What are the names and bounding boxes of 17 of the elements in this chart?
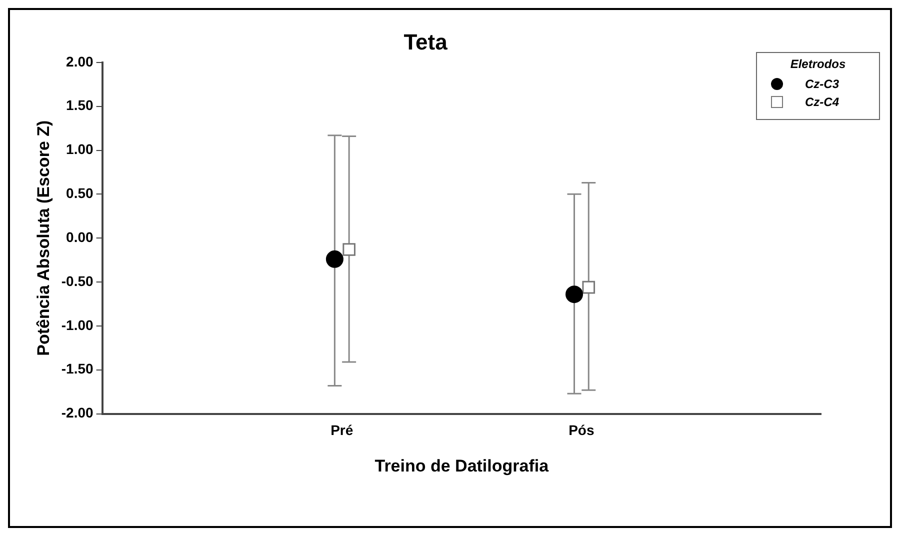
y-tick-label: 2.00 (66, 53, 94, 70)
y-tick-label: -2.00 (61, 404, 94, 421)
y-tick-label: 1.00 (66, 141, 94, 158)
x-tick-label: Pós (568, 422, 594, 438)
y-tick-label: 0.50 (66, 185, 94, 202)
y-axis-title: Potência Absoluta (Escore Z) (34, 120, 53, 356)
y-tick-label: -0.50 (61, 272, 94, 289)
legend-label: Cz-C4 (805, 95, 840, 109)
legend-label: Cz-C3 (805, 77, 840, 91)
y-tick-label: -1.50 (61, 360, 94, 377)
y-tick-label: 0.00 (66, 228, 94, 245)
x-tick-label: Pré (330, 422, 354, 438)
x-axis-title: Treino de Datilografia (374, 456, 550, 476)
chart-title: Teta (404, 29, 448, 54)
legend-title: Eletrodos (789, 57, 847, 71)
y-tick-label: 1.50 (66, 97, 94, 114)
y-tick-label: -1.00 (61, 316, 94, 333)
